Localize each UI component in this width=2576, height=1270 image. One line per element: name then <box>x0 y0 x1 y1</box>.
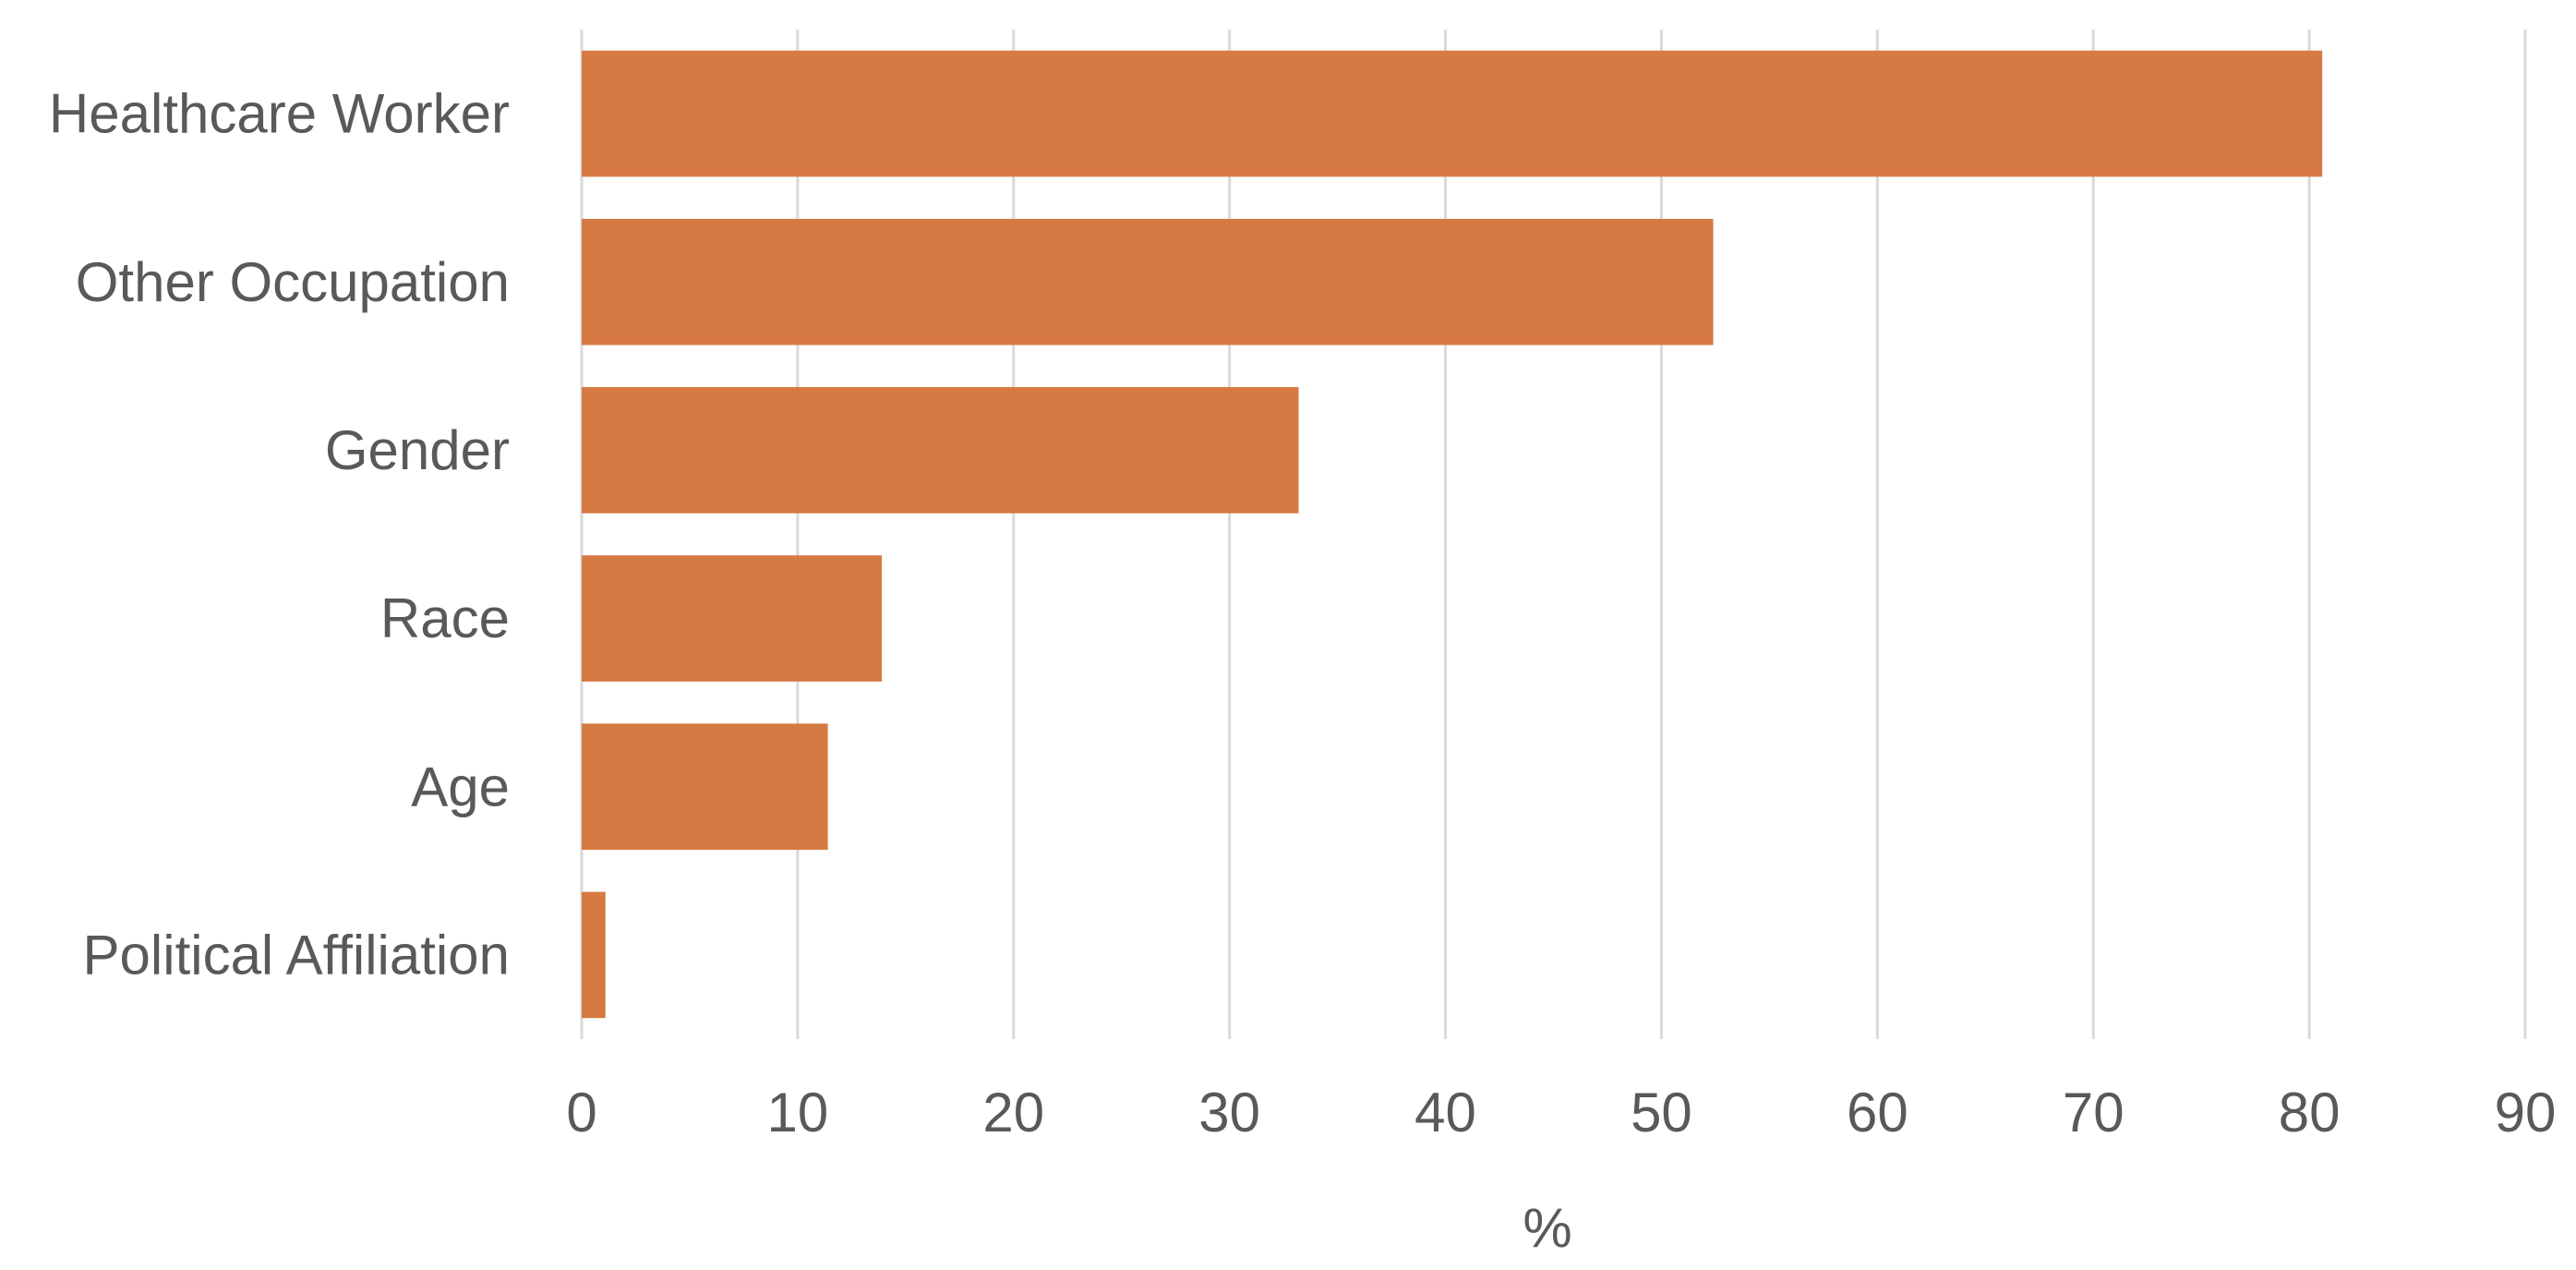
x-tick-label: 50 <box>1631 1082 1692 1143</box>
bar <box>582 218 1714 345</box>
category-label: Age <box>411 756 510 817</box>
gridlines <box>580 30 2527 1039</box>
x-tick-label: 20 <box>982 1082 1044 1143</box>
bars <box>582 50 2323 1019</box>
x-tick-label: 80 <box>2279 1082 2341 1143</box>
x-tick-label: 30 <box>1198 1082 1260 1143</box>
x-tick-labels: 0 10 20 30 40 50 60 70 80 90 <box>566 1082 2556 1143</box>
category-label: Healthcare Worker <box>49 83 510 145</box>
x-tick-label: 40 <box>1414 1082 1476 1143</box>
category-label: Gender <box>325 419 510 481</box>
category-labels: Healthcare Worker Other Occupation Gender R… <box>49 83 510 986</box>
bar <box>582 891 606 1019</box>
x-tick-label: 70 <box>2063 1082 2125 1143</box>
x-axis-title: % <box>1523 1197 1571 1259</box>
bar <box>582 387 1299 514</box>
x-tick-label: 60 <box>1847 1082 1908 1143</box>
x-tick-label: 0 <box>566 1082 596 1143</box>
x-tick-label: 90 <box>2495 1082 2557 1143</box>
category-label: Political Affiliation <box>83 924 510 986</box>
category-label: Other Occupation <box>76 251 510 313</box>
bar <box>582 555 883 682</box>
bar <box>582 50 2323 177</box>
bar <box>582 723 828 851</box>
x-tick-label: 10 <box>767 1082 829 1143</box>
category-label: Race <box>380 587 510 649</box>
